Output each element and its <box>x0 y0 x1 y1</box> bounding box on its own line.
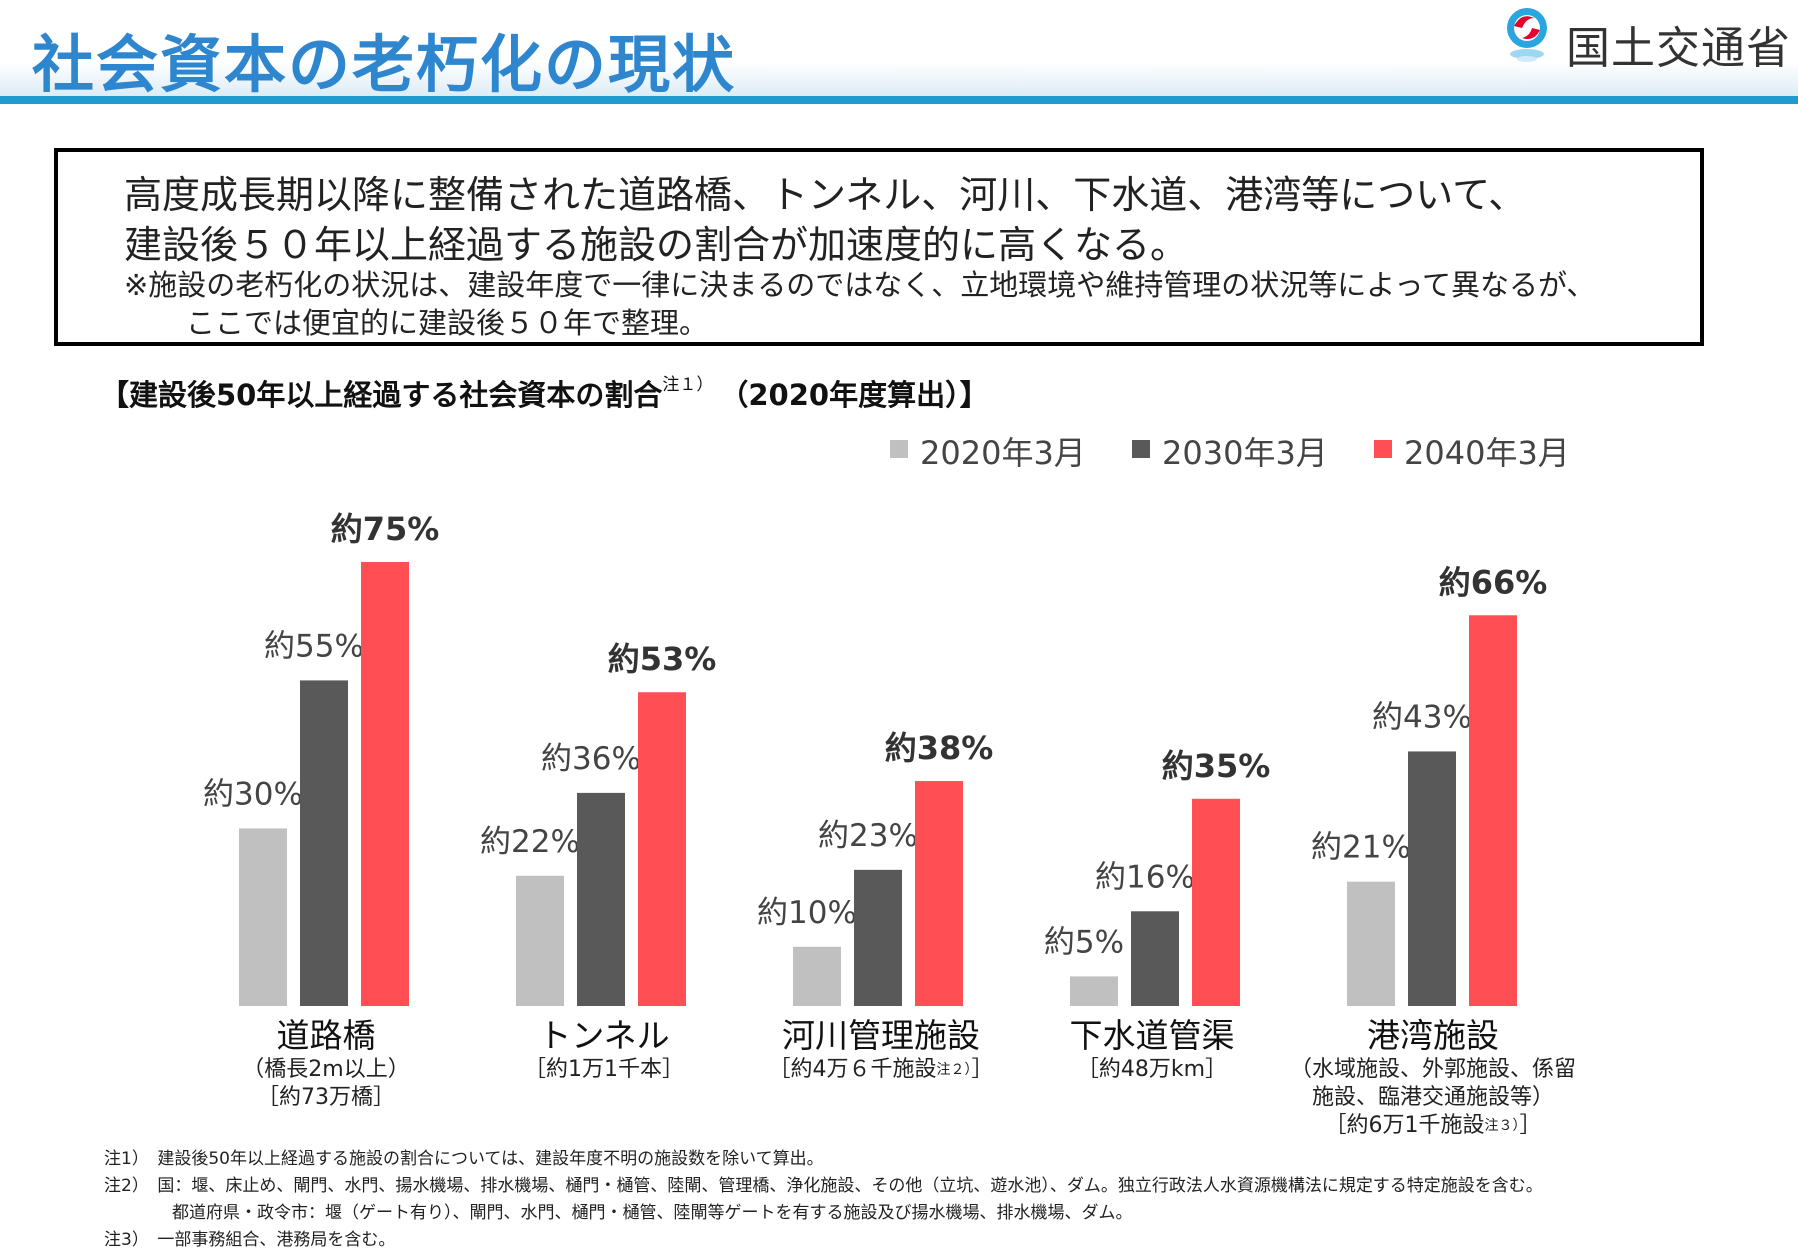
bar-river-facilities-2030 <box>854 869 902 1006</box>
bar-port-facilities-2020 <box>1347 881 1395 1006</box>
summary-note-line-2: ここでは便宜的に建設後５０年で整理。 <box>186 306 709 340</box>
bar-road-bridge-2020 <box>239 828 287 1006</box>
bar-port-facilities-2030 <box>1408 751 1456 1006</box>
summary-line-1: 高度成長期以降に整備された道路橋、トンネル、河川、下水道、港湾等について、 <box>124 173 1527 217</box>
value-label-sewer-2030: 約16% <box>1095 859 1195 895</box>
category-name: トンネル <box>538 1016 670 1055</box>
category-sub-text: ［約6万1千施設 <box>1324 1113 1485 1138</box>
category-sub: 施設、臨港交通施設等） <box>1311 1085 1554 1110</box>
footnote-2-continued: 都道府県・政令市：堰（ゲート有り）、閘門、水門、樋門・樋管、陸閘等ゲートを有する… <box>104 1203 1133 1223</box>
page-title: 社会資本の老朽化の現状 <box>32 28 737 101</box>
header-band <box>0 62 1798 96</box>
value-label-port-facilities-2040: 約66% <box>1439 563 1548 601</box>
summary-line-2: 建設後５０年以上経過する施設の割合が加速度的に高くなる。 <box>124 223 1189 267</box>
category-label-road-bridge: 道路橋 （橋長2m以上） ［約73万橋］ <box>206 1016 446 1112</box>
value-label-sewer-2040: 約35% <box>1162 747 1271 785</box>
category-sub: ［約73万橋］ <box>257 1085 395 1110</box>
value-label-tunnel-2020: 約22% <box>480 824 580 860</box>
legend-label-2040: 2040年3月 <box>1404 434 1570 472</box>
category-sub: ［約1万1千本］ <box>524 1057 684 1082</box>
category-sub-close: ］ <box>1519 1113 1542 1138</box>
category-note-mark: 注３） <box>1484 1118 1520 1134</box>
chart-heading-tail: （2020年度算出）】 <box>704 378 989 412</box>
bar-river-facilities-2040 <box>915 781 963 1006</box>
value-label-river-facilities-2020: 約10% <box>757 895 857 931</box>
category-label-sewer: 下水道管渠 ［約48万km］ <box>1032 1016 1272 1084</box>
category-name: 下水道管渠 <box>1069 1016 1235 1055</box>
bar-tunnel-2030 <box>577 792 625 1006</box>
bar-tunnel-2040 <box>638 692 686 1006</box>
summary-note-line-1: ※施設の老朽化の状況は、建設年度で一律に決まるのではなく、立地環境や維持管理の状… <box>124 268 1596 302</box>
category-sub: （水域施設、外郭施設、係留 <box>1289 1057 1576 1082</box>
value-label-tunnel-2030: 約36% <box>541 741 641 777</box>
bar-tunnel-2020 <box>516 875 564 1006</box>
value-label-tunnel-2040: 約53% <box>608 640 717 678</box>
category-sub: ［約4万６千施設注２）］ <box>736 1056 1026 1084</box>
ministry-logo-icon <box>1507 8 1547 62</box>
page-header: 社会資本の老朽化の現状 国土交通省 <box>0 0 1798 104</box>
footnote-3: 注3） 一部事務組合、港務局を含む。 <box>104 1230 396 1250</box>
category-sub: （橋長2m以上） <box>242 1057 410 1082</box>
category-label-port-facilities: 港湾施設 （水域施設、外郭施設、係留 施設、臨港交通施設等） ［約6万1千施設注… <box>1268 1016 1598 1140</box>
bar-road-bridge-2030 <box>300 680 348 1006</box>
legend-label-2030: 2030年3月 <box>1162 434 1328 472</box>
value-label-road-bridge-2020: 約30% <box>203 776 303 812</box>
legend-swatch-2040 <box>1374 440 1392 458</box>
summary-box: 高度成長期以降に整備された道路橋、トンネル、河川、下水道、港湾等について、 建設… <box>54 148 1704 346</box>
value-label-road-bridge-2030: 約55% <box>264 628 364 664</box>
bar-sewer-2020 <box>1070 976 1118 1006</box>
chart-heading: 【建設後50年以上経過する社会資本の割合注１） （2020年度算出）】 <box>100 372 989 414</box>
bar-road-bridge-2040 <box>361 562 409 1006</box>
category-sub: ［約48万km］ <box>1076 1057 1228 1082</box>
logo-text: 国土交通省 <box>1566 23 1791 74</box>
chart-heading-main: 【建設後50年以上経過する社会資本の割合 <box>100 378 663 412</box>
category-name: 港湾施設 <box>1367 1016 1499 1055</box>
value-label-river-facilities-2030: 約23% <box>818 818 918 854</box>
footnote-1: 注1） 建設後50年以上経過する施設の割合については、建設年度不明の施設数を除い… <box>104 1149 824 1169</box>
footnote-2: 注2） 国：堰、床止め、閘門、水門、揚水機場、排水機場、樋門・樋管、陸閘、管理橋… <box>104 1176 1543 1196</box>
category-sub-close: ］ <box>971 1057 994 1082</box>
value-label-sewer-2020: 約5% <box>1044 924 1124 960</box>
bar-sewer-2040 <box>1192 798 1240 1006</box>
ministry-logo: 国土交通省 <box>1500 6 1790 74</box>
category-name: 道路橋 <box>276 1016 376 1055</box>
bar-river-facilities-2020 <box>793 946 841 1006</box>
category-note-mark: 注２） <box>936 1062 972 1078</box>
legend-swatch-2030 <box>1132 440 1150 458</box>
bar-port-facilities-2040 <box>1469 615 1517 1006</box>
value-label-port-facilities-2030: 約43% <box>1372 699 1472 735</box>
legend-label-2020: 2020年3月 <box>920 434 1086 472</box>
category-sub: ［約6万1千施設注３）］ <box>1268 1112 1598 1140</box>
value-label-river-facilities-2040: 約38% <box>885 729 994 767</box>
category-label-river-facilities: 河川管理施設 ［約4万６千施設注２）］ <box>736 1016 1026 1084</box>
category-name: 河川管理施設 <box>782 1016 980 1055</box>
value-label-road-bridge-2040: 約75% <box>331 510 440 548</box>
category-sub-text: ［約4万６千施設 <box>768 1057 937 1082</box>
legend-swatch-2020 <box>890 440 908 458</box>
header-rule <box>0 96 1798 104</box>
value-label-port-facilities-2020: 約21% <box>1311 830 1411 866</box>
category-label-tunnel: トンネル ［約1万1千本］ <box>484 1016 724 1084</box>
bar-sewer-2030 <box>1131 911 1179 1006</box>
chart-heading-note-mark: 注１） <box>662 375 705 395</box>
